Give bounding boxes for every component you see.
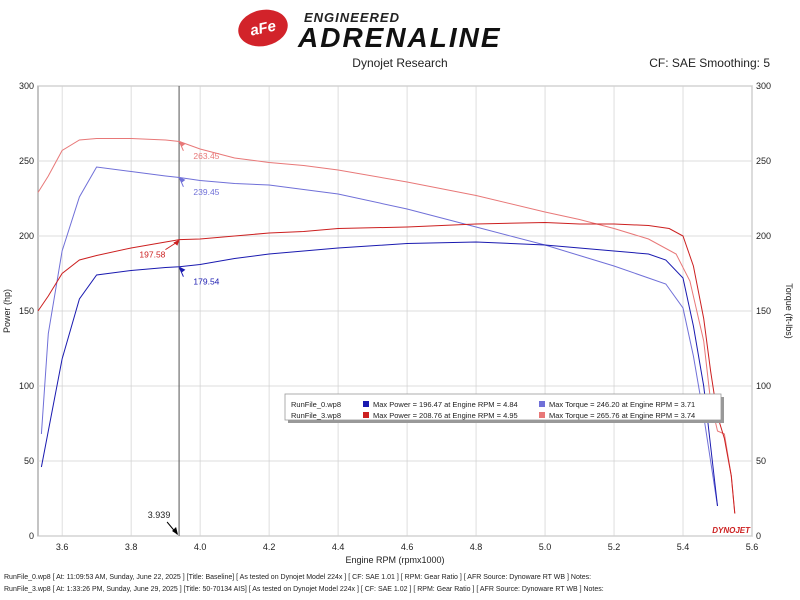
- legend-power-swatch: [363, 412, 369, 418]
- cursor-arrowhead: [172, 527, 179, 535]
- legend-torque-text: Max Torque = 265.76 at Engine RPM = 3.74: [549, 411, 695, 420]
- y-axis-label: Power (hp): [2, 289, 12, 333]
- annotation-arrowhead: [179, 140, 186, 147]
- legend-run-name: RunFile_3.wp8: [291, 411, 341, 420]
- annotation-arrowhead: [179, 176, 186, 183]
- legend-torque-swatch: [539, 401, 545, 407]
- cf-smoothing: CF: SAE Smoothing: 5: [649, 56, 770, 70]
- legend-power-text: Max Power = 196.47 at Engine RPM = 4.84: [373, 400, 518, 409]
- legend-run-name: RunFile_0.wp8: [291, 400, 341, 409]
- y-tick-label: 250: [19, 156, 34, 166]
- x-axis-label: Engine RPM (rpmx1000): [345, 555, 444, 565]
- x-tick-label: 5.2: [608, 542, 621, 552]
- legend-box: [284, 393, 722, 421]
- x-tick-label: 5.6: [746, 542, 759, 552]
- annotation-arrowhead: [179, 266, 186, 273]
- chart-subtitle: Dynojet Research: [352, 56, 448, 70]
- brand-logo: aFe ENGINEERED ADRENALINE: [234, 5, 568, 53]
- y2-tick-label: 150: [756, 306, 771, 316]
- y-tick-label: 50: [24, 456, 34, 466]
- y-tick-label: 0: [29, 531, 34, 541]
- y2-axis-label: Torque (ft-lbs): [784, 283, 794, 339]
- y-tick-label: 100: [19, 381, 34, 391]
- x-tick-label: 3.8: [125, 542, 138, 552]
- y-tick-label: 150: [19, 306, 34, 316]
- annotation-label: 263.45: [193, 151, 219, 161]
- x-tick-label: 5.0: [539, 542, 552, 552]
- series-line-run3-power: [37, 221, 736, 514]
- legend-power-text: Max Power = 208.76 at Engine RPM = 4.95: [373, 411, 518, 420]
- dynojet-watermark: DYNOJET: [712, 526, 751, 535]
- y-tick-label: 200: [19, 231, 34, 241]
- legend-torque-swatch: [539, 412, 545, 418]
- footer-run0: RunFile_0.wp8 [ At: 11:09:53 AM, Sunday,…: [4, 574, 592, 581]
- x-tick-label: 4.4: [332, 542, 345, 552]
- y2-tick-label: 50: [756, 456, 766, 466]
- brand-main-text: ADRENALINE: [298, 22, 502, 53]
- footer-run3: RunFile_3.wp8 [ At: 1:33:26 PM, Sunday, …: [4, 586, 604, 593]
- dyno-chart: 3.6 3.8 4.0 4.2 4.4 4.6 4.8 5.0 5.2 5.4 5.60 050 501…: [2, 81, 794, 565]
- x-tick-label: 5.4: [677, 542, 690, 552]
- series-line-run0-power: [40, 241, 718, 507]
- y2-tick-label: 200: [756, 231, 771, 241]
- legend-torque-text: Max Torque = 246.20 at Engine RPM = 3.71: [549, 400, 695, 409]
- legend-power-swatch: [363, 401, 369, 407]
- x-tick-label: 4.6: [401, 542, 414, 552]
- series-line-run3-torque: [37, 138, 736, 514]
- x-tick-label: 3.6: [56, 542, 69, 552]
- annotation-arrowhead: [173, 239, 180, 246]
- y2-tick-label: 0: [756, 531, 761, 541]
- y2-tick-label: 300: [756, 81, 771, 91]
- afe-badge: aFe: [234, 5, 292, 51]
- cursor-label: 3.939: [148, 510, 171, 520]
- y-tick-label: 300: [19, 81, 34, 91]
- x-tick-label: 4.8: [470, 542, 483, 552]
- annotation-label: 179.54: [193, 277, 219, 287]
- series-line-run0-torque: [40, 166, 718, 507]
- annotation-label: 239.45: [193, 187, 219, 197]
- y2-tick-label: 100: [756, 381, 771, 391]
- y2-tick-label: 250: [756, 156, 771, 166]
- annotation-label: 197.58: [139, 250, 165, 260]
- brand-sub-text: ENGINEERED: [304, 10, 400, 25]
- x-tick-label: 4.0: [194, 542, 207, 552]
- x-tick-label: 4.2: [263, 542, 276, 552]
